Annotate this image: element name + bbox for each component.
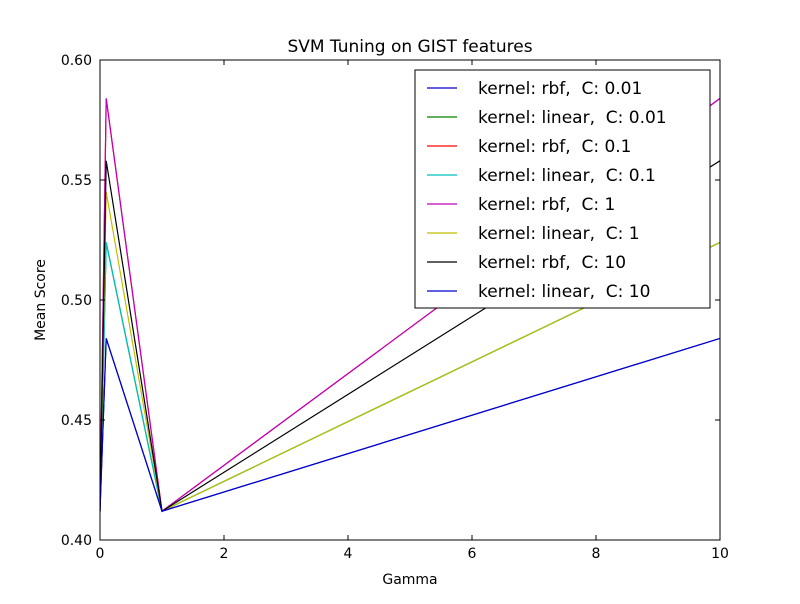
legend-box (414, 69, 711, 309)
series-line-1 (100, 337, 720, 512)
y-tick-label: 0.45 (61, 413, 92, 429)
legend-label: kernel: linear, C: 10 (478, 282, 650, 302)
legend-label: kernel: linear, C: 0.01 (478, 108, 667, 128)
x-tick-label: 8 (592, 546, 601, 562)
axis-ticks: 0 2 4 6 8 10 0.40 0.45 0.50 0.55 0.60 (61, 53, 729, 562)
chart-title: SVM Tuning on GIST features (287, 37, 532, 57)
x-axis-label: Gamma (382, 572, 437, 588)
legend-label: kernel: rbf, C: 0.1 (478, 137, 632, 157)
series-line-7 (100, 160, 720, 513)
legend-label: kernel: linear, C: 1 (478, 224, 640, 244)
y-tick-label: 0.55 (61, 173, 92, 189)
y-tick-label: 0.40 (61, 533, 92, 549)
x-tick-label: 4 (344, 546, 353, 562)
plot-lines (100, 97, 720, 513)
x-tick-label: 10 (711, 546, 729, 562)
legend-label: kernel: rbf, C: 10 (478, 253, 626, 273)
y-tick-label: 0.60 (61, 53, 92, 69)
x-tick-label: 6 (468, 546, 477, 562)
legend-label: kernel: rbf, C: 0.01 (478, 79, 642, 99)
y-tick-label: 0.50 (61, 293, 92, 309)
x-tick-label: 0 (96, 546, 105, 562)
y-axis-label: Mean Score (33, 259, 49, 341)
series-line-8 (100, 337, 720, 512)
x-tick-label: 2 (220, 546, 229, 562)
legend: kernel: rbf, C: 0.01 kernel: linear, C: 0… (414, 69, 711, 309)
legend-label: kernel: linear, C: 0.1 (478, 166, 656, 186)
legend-label: kernel: rbf, C: 1 (478, 195, 615, 215)
